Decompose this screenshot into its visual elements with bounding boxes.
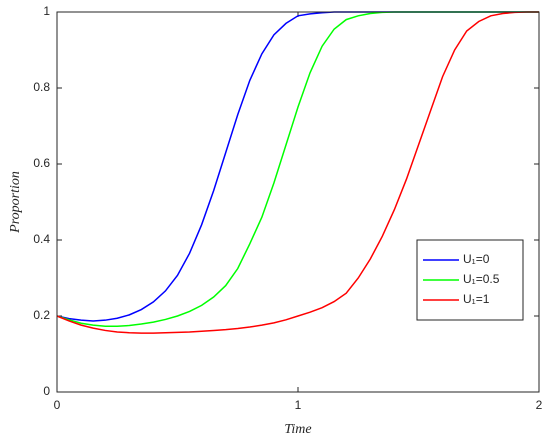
x-tick-label: 2: [536, 398, 543, 412]
plot-frame: [56, 11, 540, 393]
x-tick-label: 0: [54, 398, 61, 412]
y-axis-label: Proportion: [8, 171, 23, 234]
legend-label: U₁=0.5: [463, 272, 500, 286]
y-tick-label: 0.8: [33, 80, 50, 94]
series-line: [56, 11, 539, 334]
x-axis-label: Time: [284, 422, 311, 437]
y-tick-label: 0: [43, 384, 50, 398]
y-tick-label: 1: [43, 4, 50, 18]
y-tick-label: 0.4: [33, 232, 50, 246]
legend-label: U₁=1: [463, 292, 490, 306]
y-tick-label: 0.2: [33, 308, 50, 322]
x-tick-label: 1: [295, 398, 302, 412]
y-tick-label: 0.6: [33, 156, 50, 170]
legend-label: U₁=0: [463, 252, 490, 266]
